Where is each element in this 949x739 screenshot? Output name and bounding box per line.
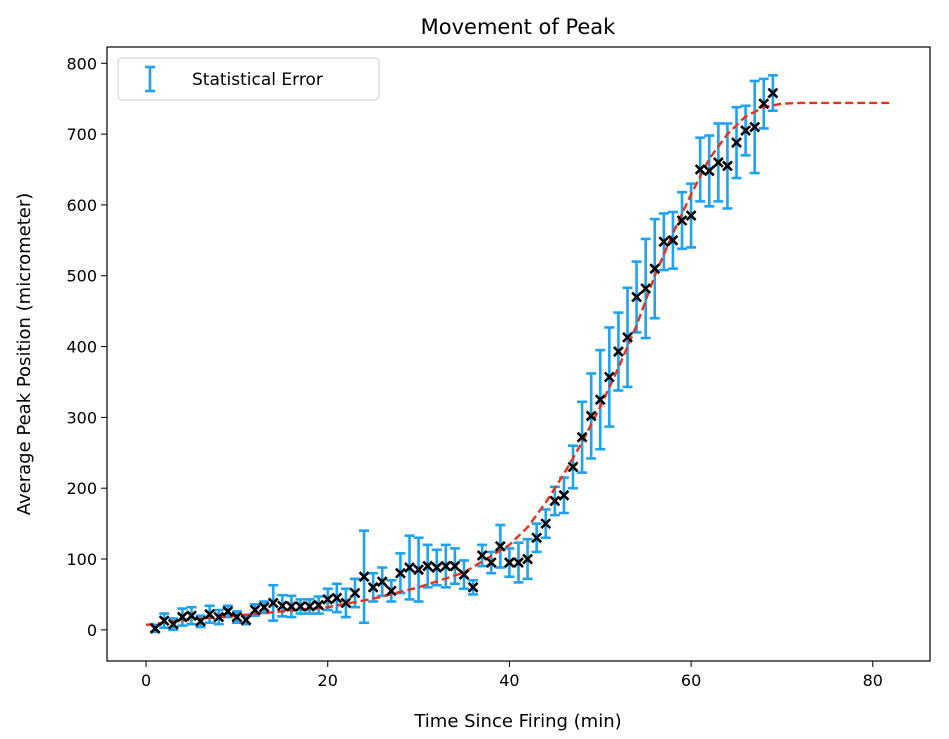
data-point bbox=[549, 495, 561, 507]
data-point bbox=[222, 606, 234, 617]
data-point bbox=[740, 125, 752, 136]
legend-errorbar-icon bbox=[145, 65, 155, 93]
data-point bbox=[640, 283, 652, 294]
y-tick-label: 800 bbox=[66, 54, 97, 73]
y-tick-label: 600 bbox=[66, 196, 97, 215]
data-point bbox=[231, 611, 243, 623]
data-point bbox=[213, 611, 225, 623]
data-point bbox=[322, 593, 334, 605]
data-point bbox=[585, 410, 597, 422]
x-tick-label: 60 bbox=[681, 671, 701, 690]
y-tick-label: 100 bbox=[66, 550, 97, 569]
data-point bbox=[385, 585, 397, 597]
data-point bbox=[485, 557, 497, 568]
data-point bbox=[722, 160, 733, 172]
data-point bbox=[694, 164, 706, 175]
data-point bbox=[667, 234, 679, 246]
plot-frame bbox=[106, 46, 931, 662]
data-point bbox=[513, 557, 524, 568]
data-point bbox=[404, 562, 415, 573]
data-point bbox=[276, 600, 288, 612]
data-point bbox=[176, 611, 188, 623]
data-point bbox=[531, 532, 543, 544]
data-point bbox=[195, 615, 206, 627]
data-point bbox=[594, 394, 606, 406]
data-point bbox=[149, 623, 161, 634]
x-axis-label: Time Since Firing (min) bbox=[413, 711, 621, 732]
data-point bbox=[712, 157, 724, 168]
data-point bbox=[685, 210, 697, 221]
data-point bbox=[258, 601, 270, 613]
data-point bbox=[522, 553, 534, 565]
data-point bbox=[503, 557, 515, 568]
data-point bbox=[267, 597, 279, 609]
x-axis: 0 20 40 60 80 bbox=[141, 661, 883, 690]
data-point bbox=[367, 581, 379, 593]
data-point bbox=[240, 614, 252, 626]
legend-label: Statistical Error bbox=[192, 70, 323, 90]
data-point bbox=[467, 581, 479, 593]
legend-box bbox=[117, 57, 380, 101]
data-point bbox=[167, 618, 179, 630]
data-point bbox=[731, 137, 742, 149]
data-point bbox=[349, 587, 361, 599]
data-point bbox=[758, 98, 770, 110]
data-point bbox=[649, 263, 661, 275]
y-tick-label: 500 bbox=[66, 267, 97, 286]
data-point bbox=[186, 610, 197, 622]
data-point bbox=[285, 601, 297, 612]
chart-title: Movement of Peak bbox=[421, 15, 617, 39]
y-axis-label: Average Peak Position (micrometer) bbox=[14, 193, 35, 516]
data-point bbox=[295, 601, 306, 612]
x-tick-label: 80 bbox=[863, 671, 883, 690]
data-point bbox=[340, 597, 352, 609]
y-tick-label: 300 bbox=[66, 408, 97, 427]
data-point bbox=[576, 431, 588, 443]
data-point bbox=[158, 615, 170, 627]
data-point bbox=[558, 489, 570, 501]
data-point bbox=[394, 567, 406, 579]
data-point bbox=[358, 571, 370, 583]
y-tick-label: 200 bbox=[66, 479, 97, 498]
data-point bbox=[431, 562, 443, 573]
data-point bbox=[567, 461, 579, 473]
y-axis: 0 100 200 300 400 500 600 700 800 bbox=[66, 54, 107, 640]
data-point bbox=[249, 604, 261, 616]
data-point bbox=[440, 560, 452, 572]
data-point bbox=[331, 592, 343, 604]
data-point bbox=[313, 599, 325, 611]
y-tick-label: 0 bbox=[87, 621, 97, 640]
data-point bbox=[449, 560, 461, 572]
data-point bbox=[622, 331, 633, 343]
data-point bbox=[540, 518, 552, 530]
data-point bbox=[631, 291, 643, 303]
y-tick-label: 700 bbox=[66, 125, 97, 144]
data-point bbox=[676, 215, 688, 226]
data-point bbox=[422, 560, 434, 572]
data-point bbox=[458, 569, 470, 581]
data-point bbox=[304, 601, 315, 612]
plot-area bbox=[145, 74, 891, 634]
x-tick-label: 20 bbox=[318, 671, 338, 690]
data-point bbox=[613, 346, 624, 357]
x-tick-label: 0 bbox=[141, 671, 151, 690]
fit-curve bbox=[145, 101, 891, 627]
data-point bbox=[413, 564, 424, 576]
data-point bbox=[376, 576, 388, 588]
data-point bbox=[658, 236, 670, 248]
x-tick-label: 40 bbox=[499, 671, 519, 690]
data-point bbox=[703, 165, 715, 177]
legend: Statistical Error bbox=[117, 57, 380, 101]
data-point bbox=[603, 371, 615, 383]
data-point bbox=[204, 608, 216, 620]
y-tick-label: 400 bbox=[66, 338, 97, 357]
data-point bbox=[494, 540, 506, 552]
data-point bbox=[749, 121, 761, 133]
data-point bbox=[476, 550, 488, 561]
data-point bbox=[767, 87, 779, 99]
